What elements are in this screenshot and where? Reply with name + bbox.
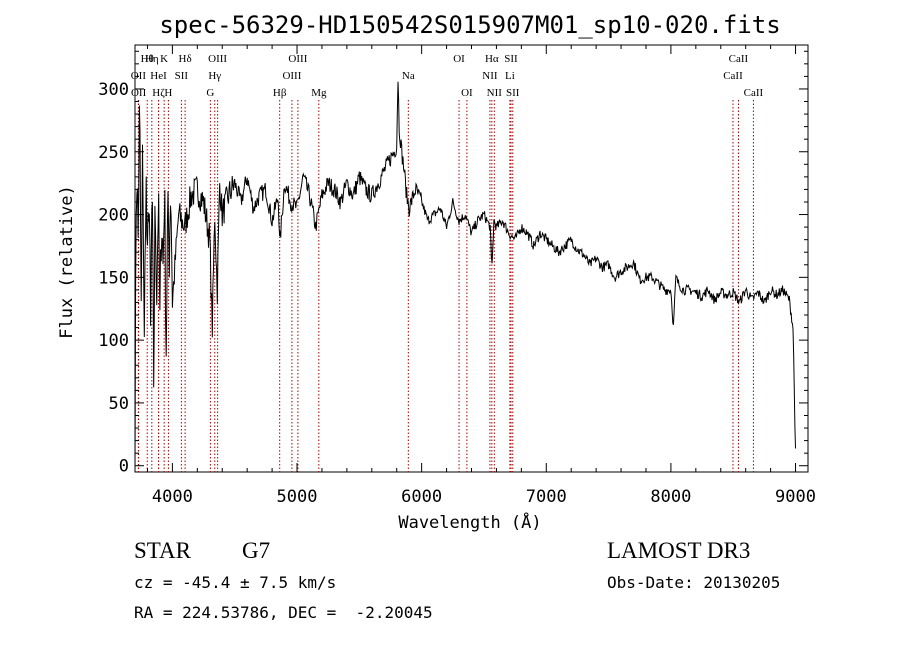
line-label-8: Hδ — [179, 53, 192, 65]
y-axis-label: Flux (relative) — [57, 185, 77, 339]
x-tick-label-0: 4000 — [152, 487, 193, 507]
line-label-5: Hζ — [152, 87, 165, 99]
line-label-2: Hθ — [141, 53, 154, 65]
survey-name: LAMOST DR3 — [607, 538, 751, 563]
line-label-19: OI — [461, 87, 473, 99]
line-label-10: OIII — [208, 53, 227, 65]
line-label-13: Hβ — [273, 87, 287, 99]
line-label-25: SII — [506, 87, 520, 99]
line-label-22: NII — [482, 70, 498, 82]
x-tick-labels: 4000 5000 6000 7000 8000 9000 — [152, 487, 816, 507]
line-label-16: Mg — [311, 87, 327, 99]
spectral-line-markers — [137, 100, 754, 472]
line-label-18: OI — [453, 53, 465, 65]
line-label-23: Li — [505, 70, 515, 82]
y-tick-label-2: 100 — [98, 331, 129, 351]
y-tick-label-4: 200 — [98, 206, 129, 226]
line-label-21: SII — [504, 53, 518, 65]
y-tick-label-6: 300 — [98, 80, 129, 100]
line-label-14: OIII — [288, 53, 307, 65]
x-tick-label-3: 7000 — [526, 487, 567, 507]
flux-series-line — [134, 81, 796, 473]
line-label-1: OII — [131, 87, 147, 99]
y-tick-labels: 0 50 100 150 200 250 300 — [98, 80, 129, 477]
line-label-12: G — [206, 87, 214, 99]
line-label-17: Na — [402, 70, 415, 82]
line-label-6: K — [160, 53, 168, 65]
ra-dec: RA = 224.53786, DEC = -2.20045 — [134, 603, 433, 622]
x-axis-label: Wavelength (Å) — [398, 511, 541, 533]
line-label-3: Hη — [145, 53, 159, 65]
observation-date: Obs-Date: 20130205 — [607, 573, 781, 592]
y-tick-label-5: 250 — [98, 143, 129, 163]
redshift-cz: cz = -45.4 ± 7.5 km/s — [134, 573, 337, 592]
x-tick-label-2: 6000 — [401, 487, 442, 507]
y-tick-label-3: 150 — [98, 268, 129, 288]
line-label-4: HeI — [150, 70, 167, 82]
line-label-28: CaII — [744, 87, 764, 99]
y-tick-label-0: 0 — [119, 457, 129, 477]
line-label-7: H — [164, 87, 172, 99]
object-subclass: G7 — [242, 538, 271, 563]
axis-ticks — [135, 45, 808, 472]
y-tick-label-1: 50 — [109, 394, 129, 414]
x-tick-label-4: 8000 — [650, 487, 691, 507]
x-tick-label-5: 9000 — [775, 487, 816, 507]
line-label-24: NII — [487, 87, 503, 99]
chart-title: spec-56329-HD150542S015907M01_sp10-020.f… — [159, 11, 780, 39]
line-label-15: OIII — [282, 70, 301, 82]
line-label-26: CaII — [729, 53, 749, 65]
object-class: STAR — [134, 538, 191, 563]
line-label-27: CaII — [723, 70, 743, 82]
line-label-20: Hα — [485, 53, 499, 65]
x-tick-label-1: 5000 — [277, 487, 318, 507]
line-label-11: Hγ — [208, 70, 221, 82]
plot-frame — [134, 44, 809, 473]
line-label-9: SII — [175, 70, 189, 82]
